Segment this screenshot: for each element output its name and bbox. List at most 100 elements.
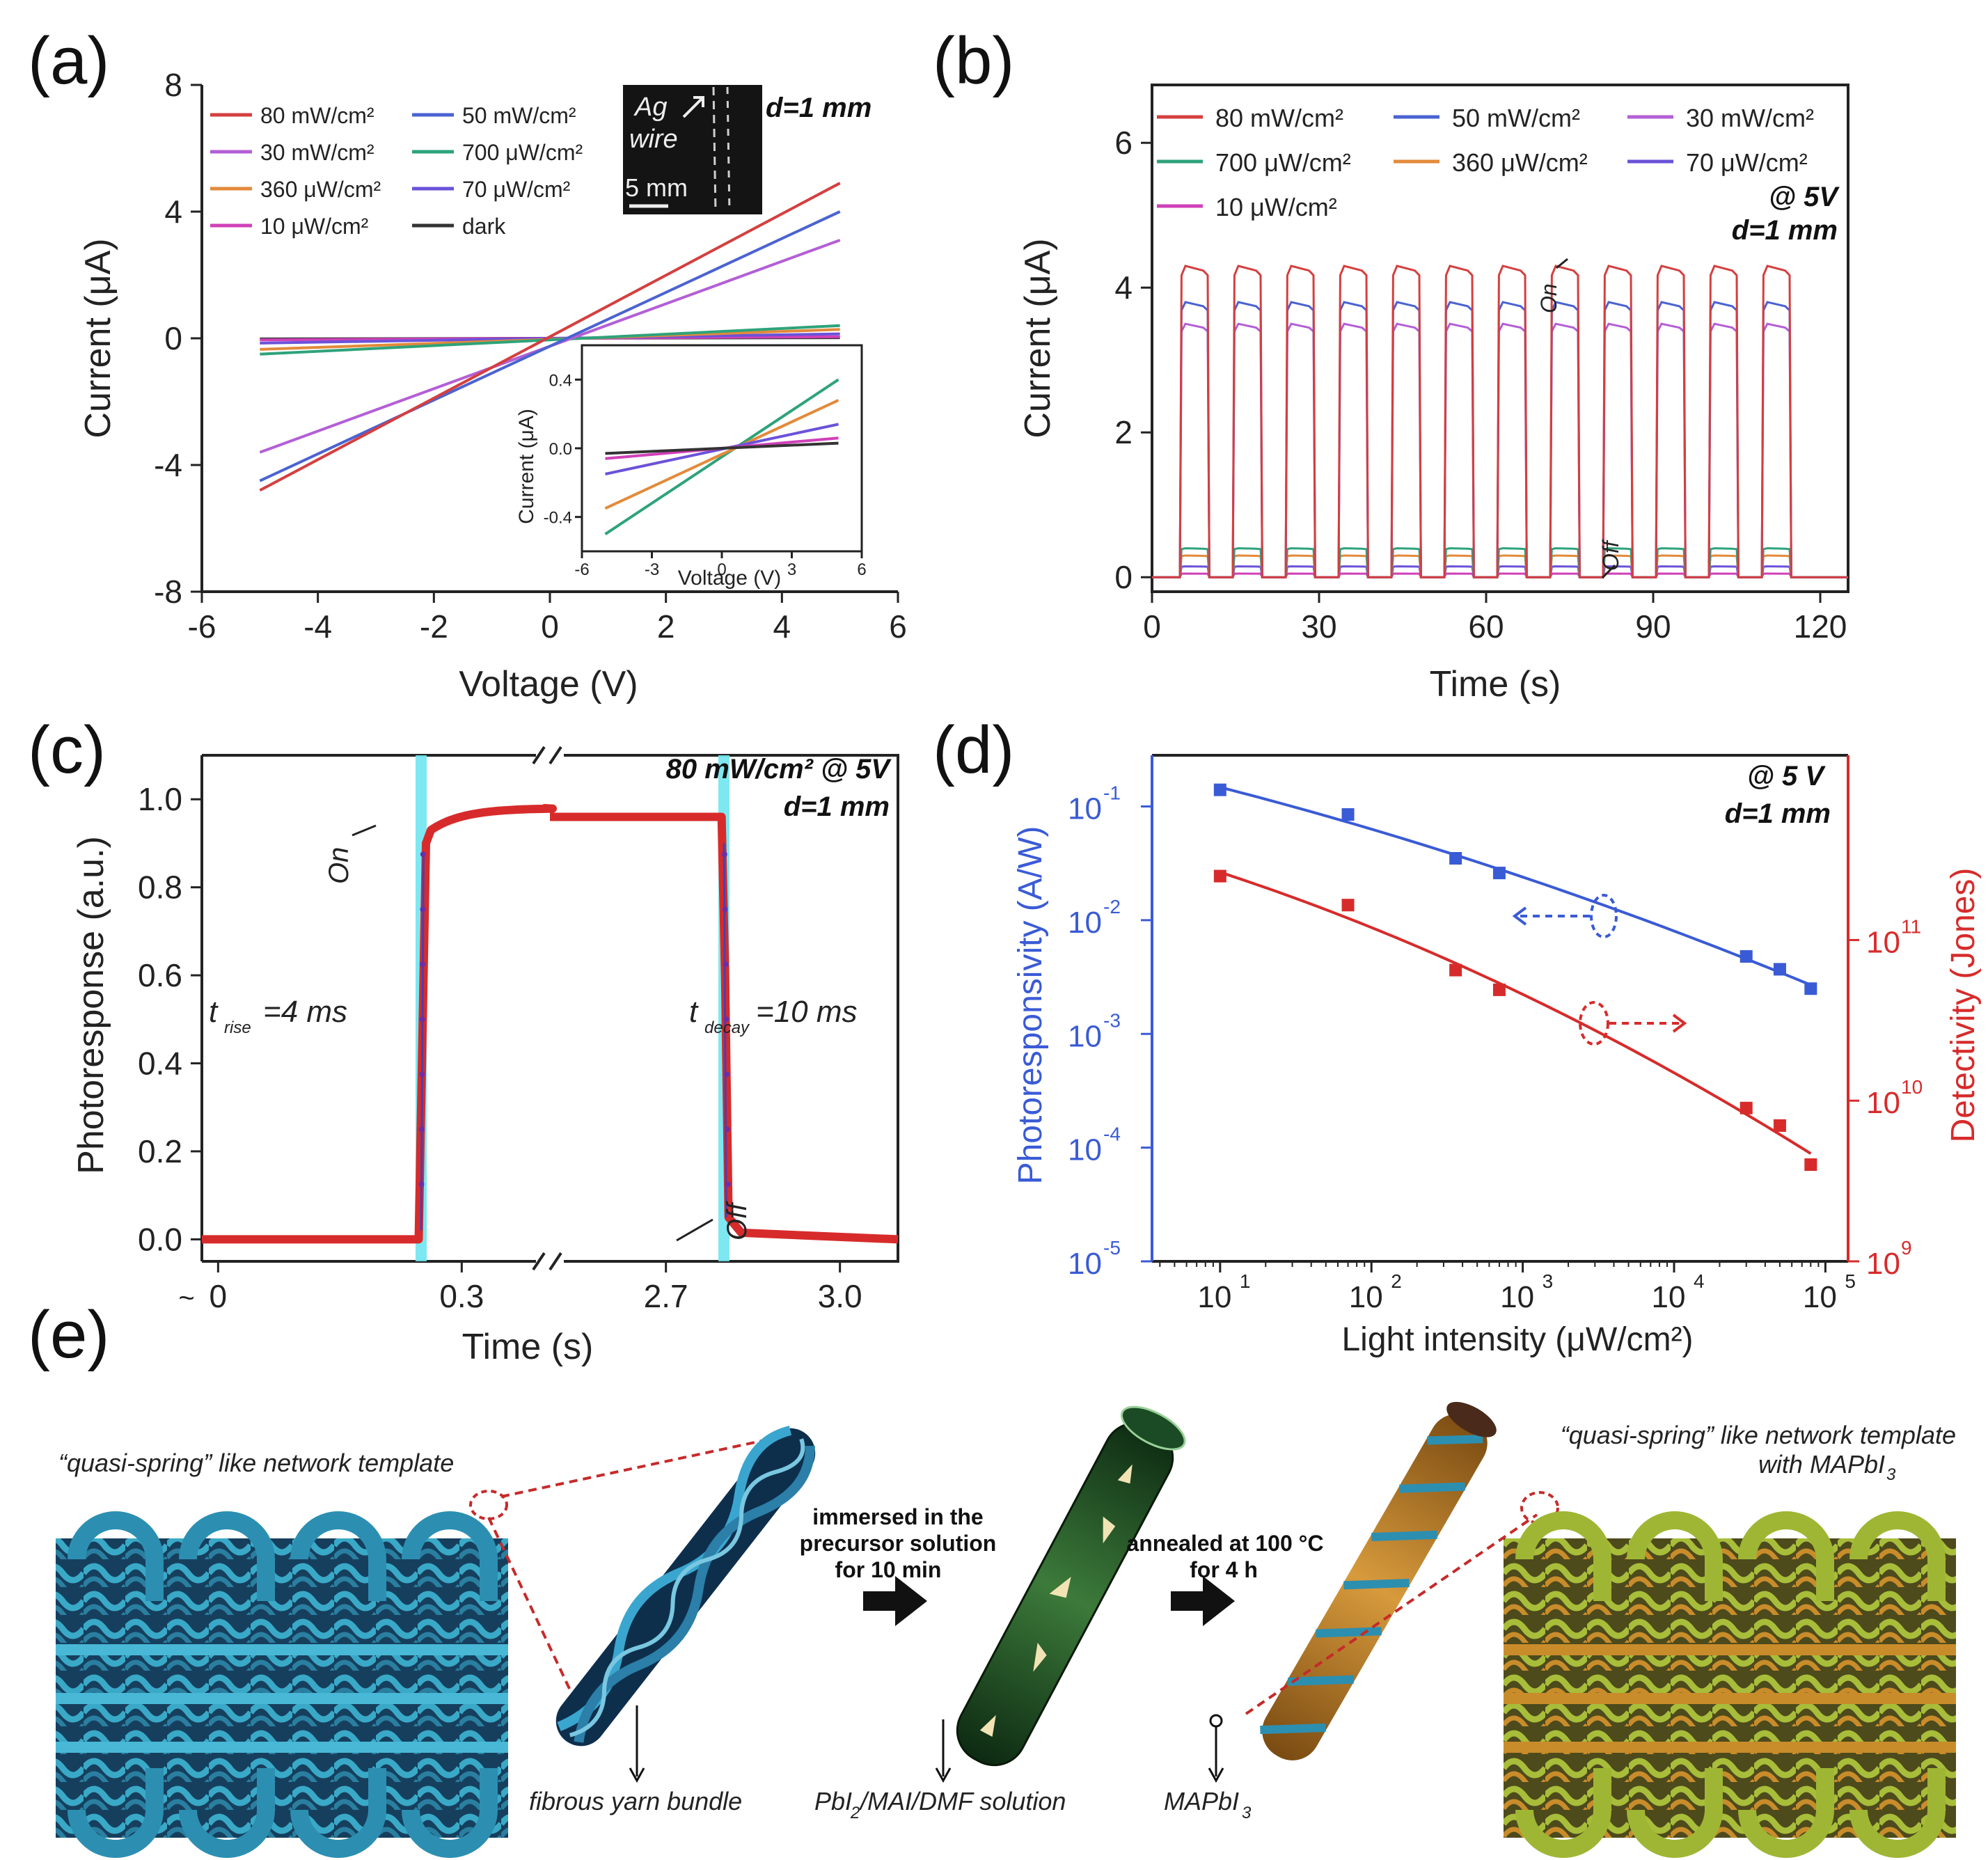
panel-c-rise-point bbox=[420, 906, 426, 913]
panel-b-on-label: On bbox=[1536, 283, 1561, 313]
panel-b-legend-label: 70 μW/cm² bbox=[1686, 148, 1808, 177]
panel-c-decay-point bbox=[722, 906, 728, 913]
panel-c-rise-edge bbox=[420, 852, 425, 1231]
panel-b-line bbox=[1152, 322, 1848, 578]
panel-a-xtick-label: 6 bbox=[889, 608, 907, 645]
rise-sub: rise bbox=[224, 1018, 251, 1037]
knit-network-template bbox=[56, 1511, 508, 1858]
panel-d-xtick-exp: 3 bbox=[1543, 1270, 1554, 1292]
step2-arrow bbox=[1171, 1576, 1235, 1626]
panel-a-inset-xtick-label: 0 bbox=[717, 560, 726, 579]
panel-c-rise-point bbox=[418, 1126, 425, 1133]
panel-a-legend-label: 10 μW/cm² bbox=[260, 214, 369, 239]
panel-d-xtick-label: 10 bbox=[1803, 1280, 1837, 1314]
detectivity-axis-marker bbox=[1579, 1001, 1687, 1046]
panel-d-detectivity-point bbox=[1341, 899, 1355, 912]
panel-label-d: (d) bbox=[933, 713, 1014, 787]
panel-a-inset-ytick-label: -0.4 bbox=[544, 509, 572, 528]
panel-c-axis-break bbox=[532, 746, 562, 765]
caption-yarn-bundle: fibrous yarn bundle bbox=[529, 1787, 742, 1815]
panel-a-inset-line bbox=[604, 399, 839, 510]
caption-solution-sub: 2 bbox=[850, 1804, 860, 1822]
panel-d-yright-exp: 9 bbox=[1901, 1237, 1912, 1259]
panel-d-yleft-label: 10 bbox=[1068, 1133, 1102, 1167]
panel-d-responsivity-point bbox=[1341, 808, 1355, 821]
panel-a-ytick-label: 0 bbox=[164, 320, 182, 356]
panel-a-inset-xtick-label: -3 bbox=[645, 560, 659, 579]
panel-c-ytick-label: 0.0 bbox=[138, 1221, 182, 1257]
decay-t: t bbox=[689, 995, 699, 1029]
panel-d-detectivity-point bbox=[1449, 963, 1462, 977]
decay-sub: decay bbox=[704, 1018, 750, 1037]
panel-b-legend-label: 30 mW/cm² bbox=[1686, 104, 1814, 132]
panel-a-inset-line bbox=[605, 441, 839, 455]
panel-b-ytick-label: 0 bbox=[1114, 559, 1133, 595]
step2-line1: annealed at 100 °C bbox=[1126, 1531, 1323, 1556]
panel-d-xtick-exp: 1 bbox=[1240, 1270, 1251, 1292]
panel-b-xtick-label: 30 bbox=[1301, 608, 1336, 645]
panel-d-yleft-exp: -5 bbox=[1103, 1237, 1121, 1259]
panel-b-line bbox=[1152, 565, 1848, 578]
panel-c-curve-left bbox=[202, 803, 557, 1244]
label-network-mapbi3-sub: 3 bbox=[1886, 1465, 1896, 1484]
panel-a-legend-label: 360 μW/cm² bbox=[260, 177, 381, 202]
panel-c-axis-break bbox=[532, 1252, 562, 1271]
panel-d-responsivity-point bbox=[1449, 852, 1462, 865]
responsivity-axis-marker bbox=[1512, 894, 1618, 938]
panel-b-legend-label: 700 μW/cm² bbox=[1215, 148, 1351, 177]
panel-d-yright-exp: 11 bbox=[1901, 915, 1921, 937]
panel-b: 0 30 60 90 120 6 4 2 0 80 mW/cm² 50 mW/cm² 30 mW/c… bbox=[1018, 84, 1849, 704]
panel-a-line bbox=[260, 324, 840, 356]
panel-d-responsivity-point bbox=[1773, 963, 1786, 976]
panel-b-ylabel: Current (μA) bbox=[1018, 238, 1058, 438]
step1-line3: for 10 min bbox=[835, 1557, 942, 1582]
panel-a-inset-ylabel: Current (μA) bbox=[515, 409, 538, 524]
panel-c-rise-point bbox=[419, 1016, 425, 1023]
panel-c-curve-right bbox=[550, 812, 899, 1244]
panel-d-detectivity-point bbox=[1492, 983, 1506, 996]
panel-c-decay-point bbox=[721, 851, 727, 858]
panel-a-inset-xtick-label: 6 bbox=[857, 560, 866, 579]
panel-d-xlabel: Light intensity (μW/cm²) bbox=[1341, 1321, 1693, 1358]
panel-a-legend-label: 70 μW/cm² bbox=[462, 177, 571, 202]
panel-a-legend-label: 50 mW/cm² bbox=[462, 103, 576, 128]
rise-time-label: t rise =4 ms bbox=[209, 995, 347, 1037]
panel-b-legend-label: 80 mW/cm² bbox=[1215, 104, 1343, 132]
label-network-template: “quasi-spring” like network template bbox=[58, 1449, 454, 1477]
panel-d-yleft-exp: -3 bbox=[1103, 1009, 1121, 1031]
rise-value: =4 ms bbox=[263, 995, 347, 1029]
panel-d-xtick-label: 10 bbox=[1349, 1280, 1383, 1314]
panel-a-inset-line bbox=[604, 378, 839, 536]
yarn-bundle bbox=[555, 1426, 816, 1747]
panel-d-responsivity-point bbox=[1492, 867, 1506, 880]
panel-d-detectivity-point bbox=[1804, 1158, 1817, 1172]
panel-c-decay-point bbox=[723, 1016, 729, 1023]
panel-c-annotation-power: 80 mW/cm² @ 5V bbox=[666, 754, 892, 785]
panel-label-a: (a) bbox=[28, 24, 109, 98]
panel-d-axes: 10 1 10 2 10 3 10 4 10 510 -110 -210 -310 -410 -510 111… bbox=[1068, 754, 1923, 1314]
panel-a-xtick-label: 4 bbox=[773, 608, 791, 645]
panel-b-off-label: Off bbox=[1598, 539, 1623, 571]
panel-a-xtick-label: 2 bbox=[657, 608, 675, 645]
panel-b-axes: 0 30 60 90 120 6 4 2 0 bbox=[1114, 84, 1849, 645]
panel-c-xtick-label: 0.3 bbox=[439, 1278, 484, 1314]
panel-a-inset-ytick-label: 0.4 bbox=[549, 371, 572, 390]
panel-c: 0 0.3 2.7 3.0 ~1.0 0.8 0.6 0.4 0.2 0.0 Time (s) P… bbox=[71, 746, 899, 1367]
panel-a: -6 -4 -2 0 2 4 6 8 4 0 -4 -8 80 mW/cm² 50 mW/cm² 30 m… bbox=[78, 67, 907, 704]
panel-c-decay-point bbox=[724, 1071, 729, 1078]
panel-c-decay-point bbox=[725, 1181, 731, 1188]
panel-c-rise-point bbox=[420, 851, 426, 858]
panel-d-xtick-exp: 4 bbox=[1694, 1270, 1705, 1292]
caption-mapbi3-text: MAPbI bbox=[1164, 1787, 1239, 1815]
label-network-mapbi3-1: “quasi-spring” like network template bbox=[1561, 1421, 1956, 1449]
panel-d-yleft-exp: -2 bbox=[1103, 896, 1121, 917]
knit-network-mapbi3 bbox=[1504, 1511, 1956, 1858]
panel-d-yleft-label: 10 bbox=[1068, 792, 1102, 826]
panel-d-detectivity-point bbox=[1213, 869, 1226, 883]
panel-c-axes: 0 0.3 2.7 3.0 ~1.0 0.8 0.6 0.4 0.2 0.0 bbox=[138, 746, 899, 1314]
panel-d-yleft-exp: -4 bbox=[1103, 1124, 1121, 1145]
panel-c-on-label: On bbox=[324, 847, 354, 884]
panel-a-annotation: d=1 mm bbox=[766, 93, 871, 123]
label-network-mapbi3-2: with MAPbI bbox=[1758, 1450, 1885, 1479]
